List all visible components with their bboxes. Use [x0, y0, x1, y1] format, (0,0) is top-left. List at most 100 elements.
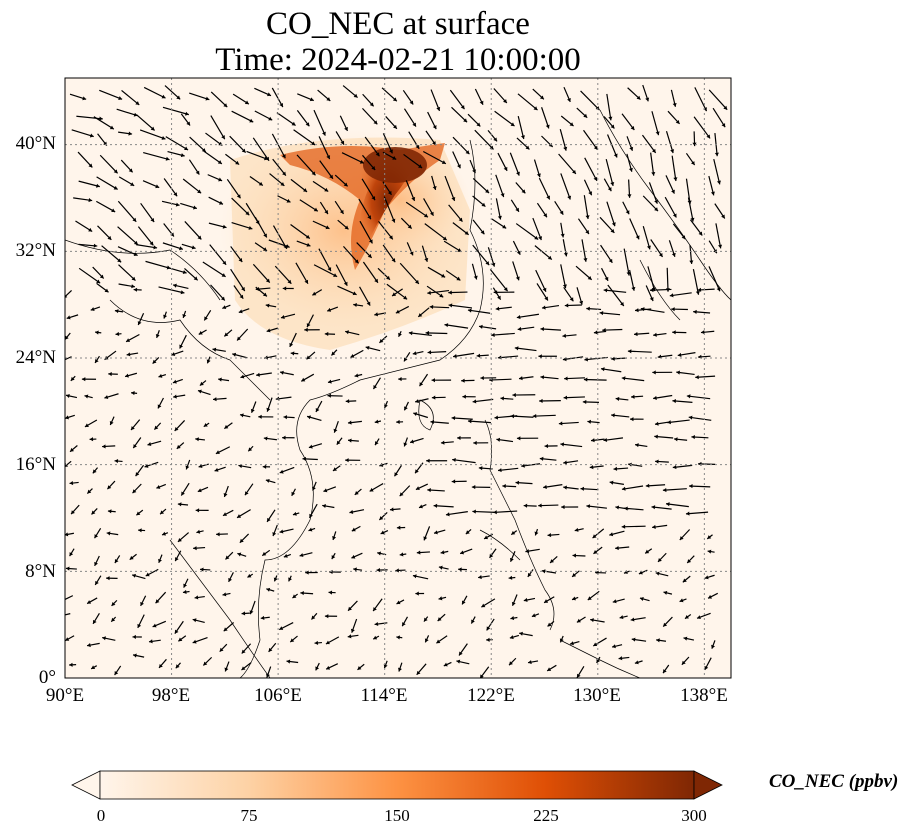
wind-arrow: [452, 151, 461, 169]
wind-arrow: [315, 662, 320, 671]
wind-arrow: [246, 150, 269, 161]
wind-arrow: [174, 420, 186, 432]
wind-arrow: [382, 244, 396, 263]
wind-arrow: [347, 634, 359, 639]
wind-arrow: [140, 202, 155, 223]
wind-arrow: [222, 304, 231, 310]
wind-arrow: [623, 248, 631, 276]
wind-arrow: [374, 419, 382, 424]
wind-arrow: [106, 531, 119, 536]
wind-arrow: [132, 483, 142, 494]
wind-arrow: [696, 612, 711, 620]
wind-arrow: [304, 327, 320, 332]
wind-arrow: [312, 289, 323, 296]
wind-arrow: [208, 222, 227, 229]
wind-arrow: [97, 225, 112, 241]
wind-arrow: [491, 332, 515, 337]
wind-vectors: [65, 84, 728, 678]
wind-arrow: [92, 467, 99, 474]
wind-arrow: [612, 598, 625, 604]
wind-arrow: [472, 219, 485, 235]
wind-arrow: [471, 485, 491, 490]
wind-arrow: [276, 112, 296, 126]
wind-arrow: [224, 661, 230, 672]
wind-arrow: [230, 268, 246, 292]
wind-arrow: [295, 262, 309, 285]
wind-arrow: [77, 151, 93, 168]
wind-arrow: [708, 175, 715, 196]
wind-arrow: [84, 394, 93, 399]
wind-arrow: [626, 153, 633, 172]
wind-arrow: [576, 107, 588, 119]
wind-arrow: [101, 245, 122, 263]
wind-arrow: [563, 460, 579, 465]
wind-arrow: [199, 567, 211, 572]
wind-arrow: [117, 226, 139, 246]
wind-arrow: [448, 204, 463, 222]
wind-arrow: [673, 437, 688, 442]
wind-arrow: [668, 240, 676, 257]
wind-arrow: [115, 331, 122, 337]
wind-arrow: [425, 330, 448, 336]
wind-arrow: [639, 597, 650, 602]
wind-arrow: [635, 443, 648, 448]
wind-arrow: [292, 511, 300, 516]
wind-arrow: [102, 636, 116, 641]
wind-arrow: [685, 152, 696, 166]
wind-arrow: [416, 550, 430, 555]
wind-arrow: [180, 482, 190, 496]
wind-arrow: [117, 200, 137, 223]
wind-arrow: [189, 92, 210, 101]
wind-arrow: [605, 158, 615, 186]
wind-arrow: [86, 642, 100, 648]
wind-arrow: [296, 109, 310, 127]
wind-arrow: [96, 200, 116, 213]
wind-arrow: [445, 511, 468, 517]
wind-arrow: [399, 262, 420, 285]
wind-arrow: [509, 551, 516, 563]
wind-arrow: [306, 415, 322, 421]
wind-arrow: [634, 660, 643, 665]
wind-arrow: [86, 597, 98, 605]
wind-arrow: [607, 284, 625, 307]
wind-arrow: [282, 435, 295, 440]
wind-arrow: [500, 396, 514, 401]
wind-arrow: [543, 484, 563, 490]
wind-arrow: [587, 419, 600, 424]
wind-arrow: [218, 377, 230, 382]
wind-arrow: [655, 571, 669, 577]
wind-arrow: [148, 639, 161, 644]
wind-arrow: [228, 572, 234, 583]
wind-arrow: [560, 442, 583, 448]
wind-arrow: [543, 596, 555, 604]
wind-arrow: [289, 332, 297, 348]
wind-arrow: [332, 531, 337, 541]
wind-arrow: [237, 552, 247, 557]
wind-arrow: [577, 218, 590, 235]
wind-arrow: [147, 440, 162, 447]
wind-arrow: [384, 400, 389, 409]
wind-arrow: [571, 570, 580, 578]
wind-arrow: [207, 174, 223, 182]
wind-arrow: [657, 552, 667, 563]
lon-tick-label: 130°E: [573, 685, 621, 706]
wind-arrow: [379, 335, 388, 344]
wind-arrow: [260, 615, 270, 620]
wind-arrow: [165, 136, 189, 151]
wind-arrow: [415, 591, 425, 596]
wind-arrow: [317, 89, 331, 102]
wind-arrow: [541, 304, 560, 310]
wind-arrow: [456, 659, 470, 665]
wind-arrow: [427, 488, 445, 493]
wind-arrow: [431, 395, 446, 400]
wind-arrow: [395, 305, 410, 314]
wind-arrow: [679, 529, 691, 541]
wind-arrow: [206, 356, 211, 364]
wind-arrow: [561, 504, 579, 510]
wind-arrow: [362, 107, 378, 125]
wind-arrow: [291, 488, 296, 497]
wind-arrow: [606, 93, 613, 121]
wind-arrow: [118, 264, 136, 281]
wind-arrow: [283, 415, 295, 420]
wind-arrow: [339, 115, 349, 132]
